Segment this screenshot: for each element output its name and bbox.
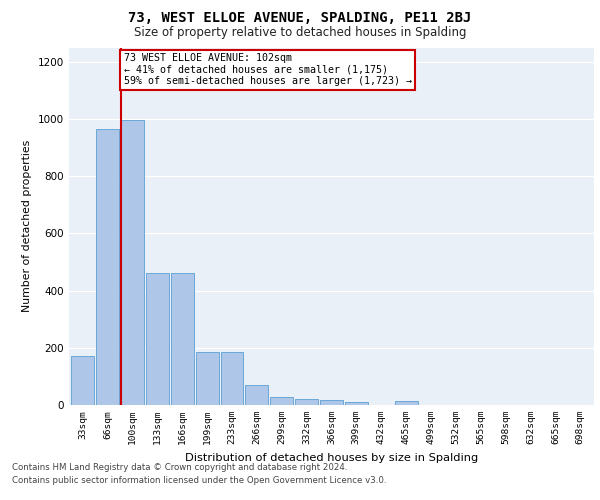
Text: Size of property relative to detached houses in Spalding: Size of property relative to detached ho… [134,26,466,39]
X-axis label: Distribution of detached houses by size in Spalding: Distribution of detached houses by size … [185,452,478,462]
Bar [121,120,144,405]
Bar [71,356,94,405]
Y-axis label: Number of detached properties: Number of detached properties [22,140,32,312]
Bar [146,273,169,405]
Bar [221,352,244,405]
Bar [245,385,268,405]
Bar [96,129,119,405]
Bar [171,273,194,405]
Text: 73 WEST ELLOE AVENUE: 102sqm
← 41% of detached houses are smaller (1,175)
59% of: 73 WEST ELLOE AVENUE: 102sqm ← 41% of de… [124,53,412,86]
Text: Contains public sector information licensed under the Open Government Licence v3: Contains public sector information licen… [12,476,386,485]
Text: Contains HM Land Registry data © Crown copyright and database right 2024.: Contains HM Land Registry data © Crown c… [12,462,347,471]
Bar [320,400,343,405]
Bar [395,401,418,405]
Bar [196,352,218,405]
Bar [270,398,293,405]
Bar [295,398,318,405]
Text: 73, WEST ELLOE AVENUE, SPALDING, PE11 2BJ: 73, WEST ELLOE AVENUE, SPALDING, PE11 2B… [128,11,472,25]
Bar [345,402,368,405]
